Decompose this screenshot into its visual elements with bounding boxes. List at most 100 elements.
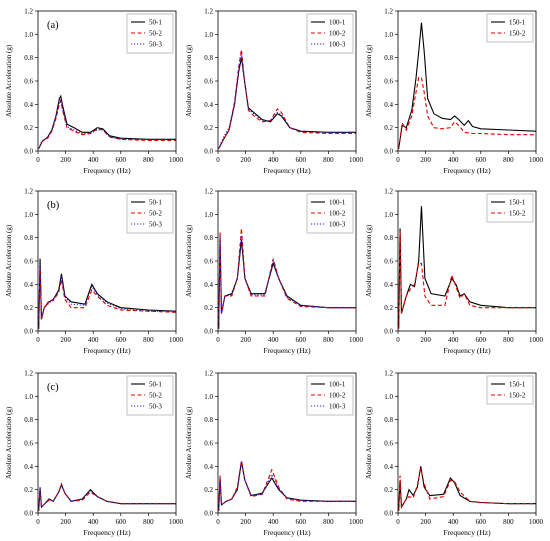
- y-tick-label: 1.0: [24, 31, 33, 39]
- y-tick-label: 0.8: [24, 416, 33, 424]
- y-tick-label: 0.0: [24, 148, 33, 156]
- y-tick-label: 1.2: [24, 188, 33, 196]
- legend: 150-1 150-2: [486, 13, 534, 43]
- x-tick-label: 600: [116, 336, 127, 344]
- y-axis-label: Absolute Acceleration (g): [5, 44, 13, 117]
- y-tick-label: 0.4: [384, 101, 393, 109]
- x-tick-label: 600: [476, 336, 487, 344]
- series-line-150-2: [398, 76, 536, 149]
- legend-label: 150-2: [509, 392, 526, 400]
- y-tick-label: 0.0: [24, 328, 33, 336]
- series-line-50-3: [38, 263, 176, 329]
- series-line-150-1: [398, 206, 536, 329]
- legend-label: 150-1: [509, 19, 526, 27]
- legend-box: [486, 193, 534, 223]
- legend-label: 100-1: [329, 199, 346, 207]
- chart-panel: 0 200 400 600 800 1000 0.0 0.2 0.4 0.6 0.8 1.0 1.2 Fr…: [5, 8, 184, 176]
- y-tick-label: 1.2: [24, 370, 33, 378]
- y-tick-label: 0.6: [204, 258, 213, 266]
- x-tick-label: 400: [88, 156, 99, 164]
- x-axis-label: Frequency (Hz): [263, 346, 311, 355]
- x-tick-label: 400: [268, 518, 279, 526]
- legend-label: 50-1: [149, 381, 162, 389]
- y-tick-label: 0.2: [204, 486, 213, 494]
- x-tick-label: 800: [503, 518, 514, 526]
- x-tick-label: 1000: [529, 518, 544, 526]
- x-tick-label: 200: [60, 156, 71, 164]
- y-tick-label: 0.4: [384, 281, 393, 289]
- y-tick-label: 1.0: [24, 211, 33, 219]
- x-tick-label: 0: [36, 518, 40, 526]
- x-tick-label: 800: [143, 518, 154, 526]
- series-line-100-3: [218, 52, 356, 149]
- panel-label: (b): [47, 200, 60, 211]
- legend-label: 50-3: [149, 403, 162, 411]
- chart-panel: 0 200 400 600 800 1000 0.0 0.2 0.4 0.6 0.8 1.0 1.2 Fr…: [185, 8, 364, 176]
- legend-label: 100-1: [329, 381, 346, 389]
- x-tick-label: 0: [216, 156, 220, 164]
- series-line-50-2: [38, 266, 177, 329]
- x-tick-label: 0: [216, 336, 220, 344]
- chart-panel: 0 200 400 600 800 1000 0.0 0.2 0.4 0.6 0.8 1.0 1.2 Fr…: [185, 188, 364, 356]
- y-tick-label: 0.6: [24, 258, 33, 266]
- chart-panel: 0 200 400 600 800 1000 0.0 0.2 0.4 0.6 0.8 1.0 1.2 Fr…: [5, 370, 184, 538]
- x-axis-label: Frequency (Hz): [443, 166, 491, 175]
- legend-label: 50-2: [149, 30, 162, 38]
- y-tick-label: 1.0: [204, 211, 213, 219]
- series-line-50-3: [38, 483, 176, 511]
- y-tick-label: 0.8: [204, 54, 213, 62]
- legend: 50-1 50-2 50-3: [126, 375, 174, 416]
- x-tick-label: 200: [420, 156, 431, 164]
- y-tick-label: 0.6: [204, 78, 213, 86]
- x-tick-label: 400: [448, 518, 459, 526]
- y-tick-label: 0.8: [384, 54, 393, 62]
- x-tick-label: 600: [476, 518, 487, 526]
- x-axis-label: Frequency (Hz): [263, 528, 311, 537]
- y-tick-label: 0.4: [24, 101, 33, 109]
- chart-panel: 0 200 400 600 800 1000 0.0 0.2 0.4 0.6 0.8 1.0 1.2 Fr…: [365, 188, 544, 356]
- y-tick-label: 1.0: [384, 211, 393, 219]
- y-tick-label: 0.8: [384, 416, 393, 424]
- y-tick-label: 1.0: [384, 31, 393, 39]
- y-tick-label: 1.0: [384, 393, 393, 401]
- y-tick-label: 1.0: [24, 393, 33, 401]
- y-tick-label: 0.0: [204, 328, 213, 336]
- legend: 150-1 150-2: [486, 193, 534, 223]
- x-tick-label: 200: [60, 518, 71, 526]
- series-line-150-1: [398, 466, 536, 511]
- y-tick-label: 0.8: [24, 234, 33, 242]
- series-line-150-1: [398, 22, 537, 149]
- y-tick-label: 0.2: [384, 486, 393, 494]
- x-tick-label: 600: [116, 156, 127, 164]
- x-tick-label: 800: [503, 156, 514, 164]
- y-axis-label: Absolute Acceleration (g): [365, 44, 373, 117]
- x-tick-label: 800: [503, 336, 514, 344]
- series-line-100-1: [218, 461, 356, 511]
- x-tick-label: 200: [240, 336, 251, 344]
- x-tick-label: 600: [296, 156, 307, 164]
- x-tick-label: 1000: [169, 336, 184, 344]
- legend-label: 150-2: [509, 30, 526, 38]
- y-tick-label: 0.2: [24, 124, 33, 132]
- x-tick-label: 1000: [349, 156, 364, 164]
- x-axis-label: Frequency (Hz): [83, 166, 131, 175]
- x-axis-label: Frequency (Hz): [263, 166, 311, 175]
- panel-label: (c): [47, 382, 59, 393]
- legend-label: 150-1: [509, 199, 526, 207]
- panel-label: (a): [47, 20, 59, 31]
- x-axis-label: Frequency (Hz): [443, 528, 491, 537]
- chart-panel: 0 200 400 600 800 1000 0.0 0.2 0.4 0.6 0.8 1.0 1.2 Fr…: [5, 188, 184, 356]
- y-tick-label: 0.0: [384, 510, 393, 518]
- y-tick-label: 1.2: [204, 188, 213, 196]
- x-tick-label: 400: [88, 336, 99, 344]
- y-axis-label: Absolute Acceleration (g): [5, 224, 13, 297]
- x-tick-label: 600: [296, 518, 307, 526]
- legend-label: 100-3: [329, 403, 346, 411]
- y-tick-label: 0.0: [384, 148, 393, 156]
- y-tick-label: 1.2: [384, 370, 393, 378]
- x-tick-label: 0: [36, 336, 40, 344]
- x-axis-label: Frequency (Hz): [83, 346, 131, 355]
- x-tick-label: 800: [323, 156, 334, 164]
- series-line-50-3: [38, 98, 176, 149]
- x-tick-label: 1000: [169, 518, 184, 526]
